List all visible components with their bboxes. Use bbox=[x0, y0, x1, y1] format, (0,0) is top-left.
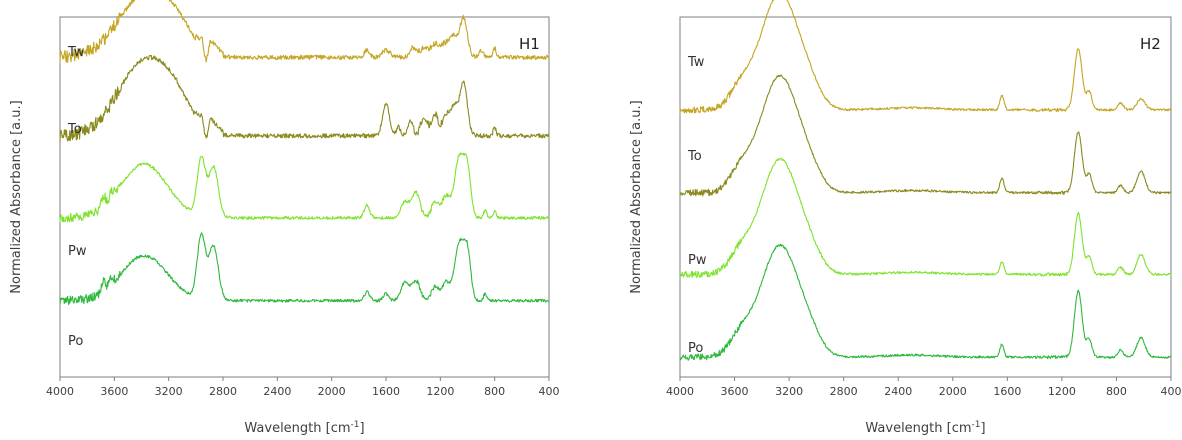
x-tick-label: 2400 bbox=[884, 385, 912, 398]
plot-frame bbox=[679, 16, 1172, 378]
chart-panel-h1: 4000 3600 3200 2800 2400 2000 1600 1200 800 400 Wa… bbox=[9, 0, 560, 436]
x-tick-label: 3200 bbox=[155, 385, 183, 398]
x-tick-label: 3200 bbox=[775, 385, 803, 398]
x-tick-label: 400 bbox=[1161, 385, 1182, 398]
x-axis-title: Wavelength [cm-1] bbox=[865, 420, 985, 436]
y-axis-title: Normalized Absorbance [a.u.] bbox=[9, 100, 24, 293]
series-label-po: Po bbox=[68, 334, 83, 349]
x-tick-label: 1200 bbox=[426, 385, 454, 398]
series-line-po bbox=[679, 243, 1172, 361]
series-line-pw bbox=[679, 157, 1172, 279]
chart-panel-h2: 4000 3600 3200 2800 2400 2000 1600 1200 800 400 Wa… bbox=[629, 0, 1182, 436]
x-tick-label: 2400 bbox=[263, 385, 291, 398]
series-line-to bbox=[679, 74, 1172, 197]
panel-label: H2 bbox=[1140, 35, 1161, 53]
series-line-pw bbox=[59, 152, 550, 223]
y-axis-title: Normalized Absorbance [a.u.] bbox=[629, 100, 644, 293]
x-tick-label: 1600 bbox=[372, 385, 400, 398]
series-label-tw: Tw bbox=[67, 45, 85, 60]
series-label-to: To bbox=[67, 122, 82, 137]
x-tick-label: 2800 bbox=[830, 385, 858, 398]
series-line-tw bbox=[59, 0, 550, 64]
x-tick-label: 800 bbox=[1106, 385, 1127, 398]
panel-label: H1 bbox=[519, 35, 540, 53]
series-label-pw: Pw bbox=[688, 253, 707, 268]
x-tick-label: 3600 bbox=[721, 385, 749, 398]
x-tick-label: 1200 bbox=[1048, 385, 1076, 398]
series-label-pw: Pw bbox=[68, 244, 87, 259]
x-tick-label: 4000 bbox=[46, 385, 74, 398]
plot-frame bbox=[59, 16, 550, 378]
x-tick-label: 4000 bbox=[666, 385, 694, 398]
x-tick-label: 2800 bbox=[209, 385, 237, 398]
x-axis-title: Wavelength [cm-1] bbox=[244, 420, 364, 436]
series-label-tw: Tw bbox=[687, 55, 705, 70]
series-line-po bbox=[59, 232, 550, 306]
x-tick-label: 1600 bbox=[993, 385, 1021, 398]
x-tick-label: 3600 bbox=[100, 385, 128, 398]
x-tick-label: 400 bbox=[539, 385, 560, 398]
series-line-tw bbox=[679, 0, 1172, 114]
series-label-to: To bbox=[687, 149, 702, 164]
x-tick-label: 2000 bbox=[318, 385, 346, 398]
series-line-to bbox=[59, 54, 550, 142]
series-label-po: Po bbox=[688, 341, 703, 356]
x-tick-label: 800 bbox=[484, 385, 505, 398]
x-tick-label: 2000 bbox=[939, 385, 967, 398]
